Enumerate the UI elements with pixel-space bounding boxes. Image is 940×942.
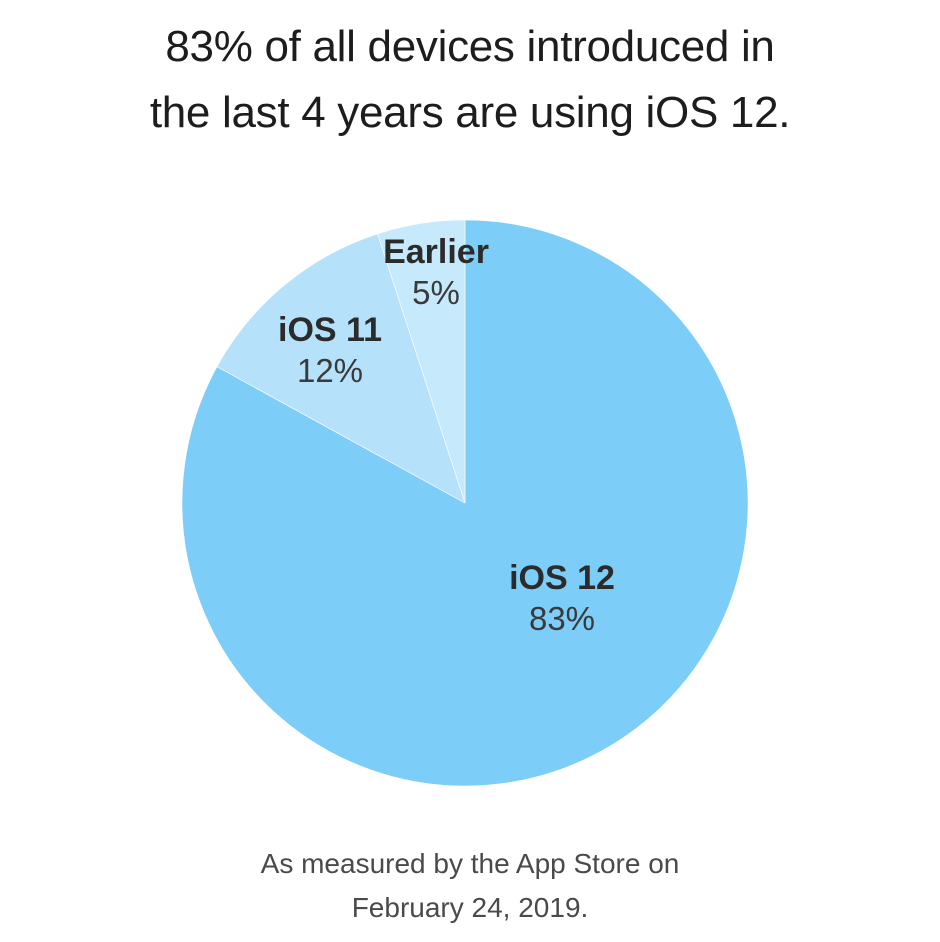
footnote-line-2: February 24, 2019. xyxy=(351,892,589,923)
footnote-line-1: As measured by the App Store on xyxy=(260,848,680,879)
slice-label-ios11: iOS 11 12% xyxy=(278,310,382,392)
slice-pct-earlier: 5% xyxy=(412,274,460,311)
slice-name-earlier: Earlier xyxy=(383,233,489,271)
chart-title: 83% of all devices introduced in the las… xyxy=(0,14,940,146)
chart-title-line-2: the last 4 years are using iOS 12. xyxy=(149,88,791,137)
chart-title-line-1: 83% of all devices introduced in xyxy=(165,22,775,71)
slice-earlier xyxy=(377,219,466,504)
slice-name-ios11: iOS 11 xyxy=(278,311,382,349)
slice-pct-ios11: 12% xyxy=(296,352,364,389)
slice-label-earlier: Earlier 5% xyxy=(383,232,489,314)
footnote: As measured by the App Store on February… xyxy=(0,842,940,930)
slice-name-ios12: iOS 12 xyxy=(509,559,615,597)
slice-pct-ios12: 83% xyxy=(528,600,596,637)
slice-label-ios12: iOS 12 83% xyxy=(509,558,615,640)
slice-ios11 xyxy=(216,233,466,504)
